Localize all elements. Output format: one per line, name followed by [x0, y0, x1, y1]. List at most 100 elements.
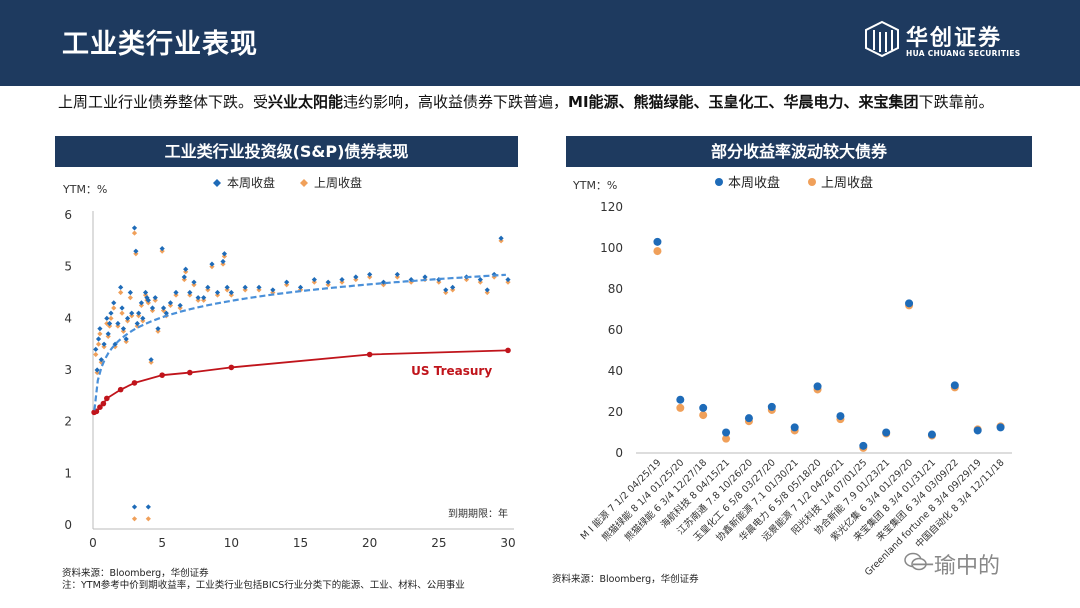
current-close-point — [220, 258, 226, 265]
left-footnote: 注：YTM参考中价到期收益率，工业类行业包括BICS行业分类下的能源、工业、材料… — [62, 580, 465, 591]
current-close-point — [145, 504, 151, 510]
treasury-point — [228, 364, 235, 371]
current-close-point — [160, 305, 167, 311]
previous-close-point — [145, 516, 151, 522]
current-close-point — [653, 237, 662, 246]
current-close-point — [129, 310, 135, 316]
x-tick-label: 20 — [362, 536, 377, 550]
current-close-point — [676, 395, 685, 404]
current-close-point — [201, 295, 207, 301]
x-tick-label: 30 — [500, 536, 515, 550]
x-axis-label: 到期期限：年 — [448, 507, 508, 520]
previous-close-point — [118, 289, 124, 296]
y-tick-label: 1 — [64, 466, 72, 480]
current-close-point — [973, 426, 982, 435]
current-close-point — [133, 248, 139, 254]
previous-close-point — [97, 331, 103, 337]
legend-current-label: 本周收盘 — [227, 175, 275, 190]
current-close-point — [836, 412, 845, 421]
logo-chinese-name: 华创证券 — [906, 26, 1003, 51]
current-close-point — [325, 279, 331, 285]
y-tick-label: 60 — [608, 323, 623, 337]
page-title: 工业类行业表现 — [62, 29, 258, 60]
current-close-point — [149, 305, 156, 311]
treasury-point — [366, 351, 373, 358]
current-close-point — [183, 266, 189, 272]
previous-close-point — [93, 351, 99, 358]
current-close-point — [94, 367, 100, 373]
treasury-curve — [93, 349, 509, 414]
previous-close-point — [95, 341, 102, 347]
current-close-point — [311, 276, 317, 283]
previous-close-point — [653, 247, 662, 256]
treasury-point — [505, 347, 511, 354]
y-tick-label: 0 — [64, 518, 72, 532]
previous-close-point — [104, 320, 110, 327]
legend-current-marker — [213, 179, 221, 187]
current-close-point — [813, 382, 822, 391]
legend-previous-marker — [300, 179, 308, 187]
y-tick-label: 100 — [600, 241, 623, 255]
previous-close-point — [722, 434, 731, 443]
current-close-point — [195, 295, 201, 301]
current-close-point — [339, 276, 345, 283]
wechat-icon — [904, 552, 927, 571]
current-close-point — [93, 346, 99, 352]
summary-bold-1: 兴业太阳能 — [268, 93, 344, 111]
previous-close-point — [131, 230, 138, 236]
current-close-point — [131, 504, 138, 510]
x-tick-label: 5 — [158, 536, 166, 550]
current-close-point — [134, 320, 140, 327]
legend-current-marker — [715, 178, 723, 186]
current-close-point — [450, 284, 456, 290]
current-close-point — [505, 276, 511, 283]
current-close-point — [353, 274, 359, 280]
current-close-point — [173, 289, 179, 296]
current-close-point — [394, 271, 400, 278]
treasury-annotation: US Treasury — [411, 364, 492, 378]
previous-close-point — [119, 310, 125, 316]
trend-line — [93, 273, 506, 411]
treasury-point — [159, 372, 165, 378]
current-close-point — [107, 320, 113, 327]
current-close-point — [131, 225, 138, 231]
previous-close-point — [699, 411, 708, 420]
current-close-point — [108, 310, 114, 316]
current-close-point — [408, 276, 414, 283]
company-logo: 华创证券 HUA CHUANG SECURITIES — [864, 20, 1024, 64]
current-close-point — [97, 326, 103, 332]
current-close-point — [477, 276, 483, 283]
current-close-point — [142, 289, 149, 296]
current-close-point — [790, 423, 799, 432]
current-close-point — [145, 297, 151, 303]
previous-close-point — [127, 295, 133, 301]
current-close-point — [722, 428, 731, 437]
summary-part-1: 上周工业行业债券整体下跌。受 — [58, 93, 269, 111]
current-close-point — [744, 414, 753, 423]
y-axis-label: YTM：% — [572, 179, 617, 192]
current-close-point — [136, 310, 142, 316]
current-close-point — [498, 235, 504, 241]
x-tick-label: 15 — [293, 536, 308, 550]
treasury-point — [131, 380, 138, 386]
legend-previous-label: 上周收盘 — [314, 175, 362, 190]
current-close-point — [123, 336, 129, 342]
right-chart-title: 部分收益率波动较大债券 — [566, 136, 1032, 167]
treasury-point — [100, 400, 107, 407]
current-close-point — [95, 336, 102, 342]
current-close-point — [187, 289, 193, 296]
current-close-point — [367, 271, 373, 278]
current-close-point — [950, 381, 959, 390]
watermark-text: 一瑜中的 — [912, 554, 1001, 579]
y-tick-label: 6 — [64, 208, 72, 222]
current-close-point — [256, 284, 262, 290]
current-close-point — [127, 289, 133, 296]
current-close-point — [115, 320, 121, 327]
treasury-point — [187, 369, 193, 376]
current-close-point — [119, 305, 125, 311]
current-close-point — [767, 402, 776, 411]
previous-close-point — [676, 403, 685, 412]
current-close-point — [297, 284, 304, 290]
x-tick-label: 10 — [224, 536, 239, 550]
